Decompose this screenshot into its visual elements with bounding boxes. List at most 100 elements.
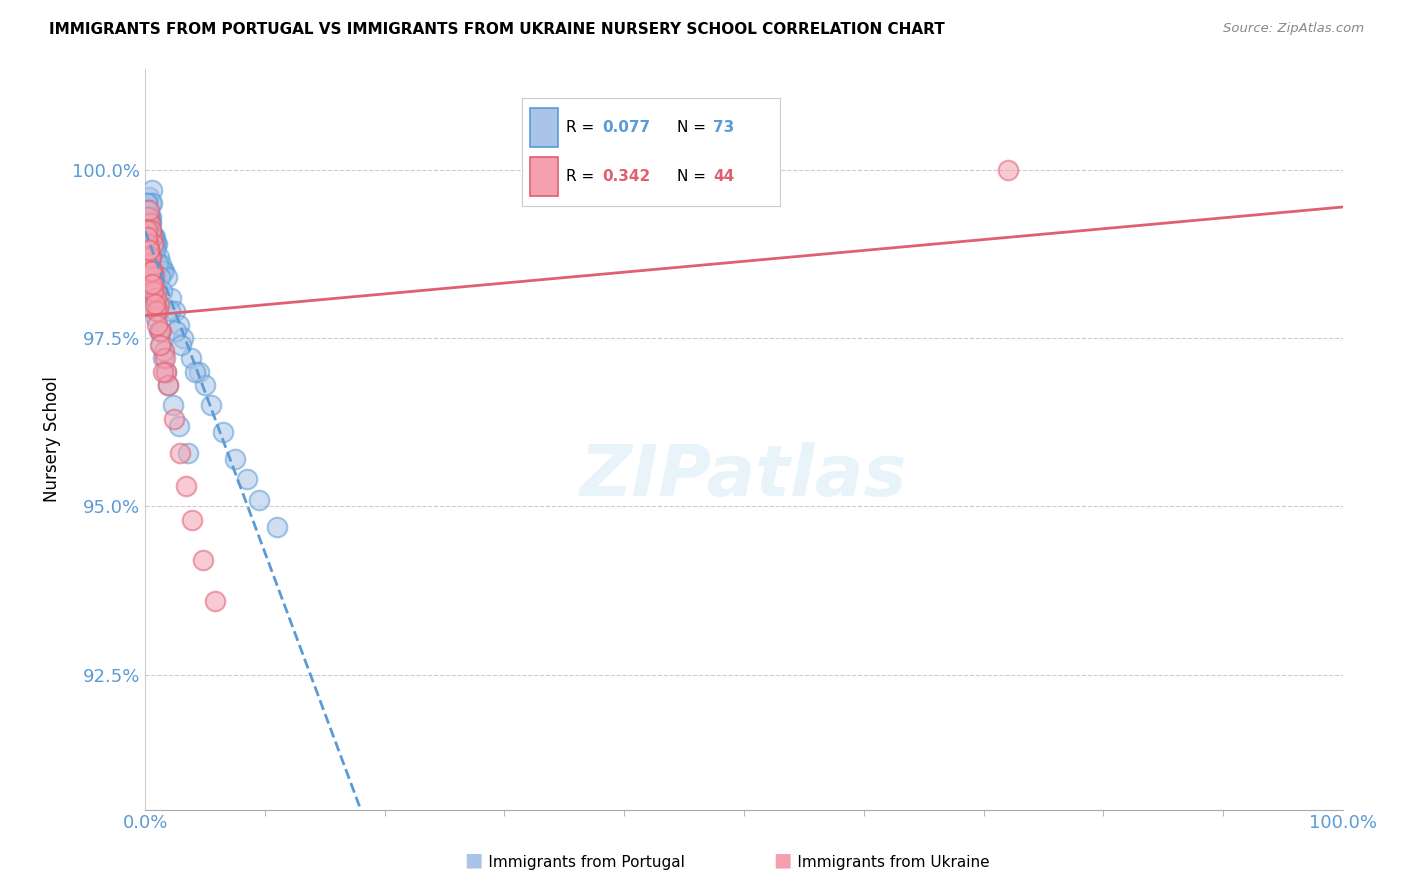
Point [148, 257, 170, 271]
Point [148, 324, 170, 338]
Text: Immigrants from Ukraine: Immigrants from Ukraine [773, 855, 990, 870]
Point [149, 324, 172, 338]
Point [141, 230, 163, 244]
Text: Immigrants from Portugal: Immigrants from Portugal [464, 855, 685, 870]
Point [146, 257, 169, 271]
Point [141, 263, 163, 277]
Point [136, 202, 159, 217]
Point [156, 270, 179, 285]
Point [139, 257, 162, 271]
Point [145, 310, 167, 325]
Point [139, 196, 162, 211]
Point [145, 284, 167, 298]
Point [162, 398, 184, 412]
Point [138, 236, 160, 251]
Point [143, 291, 166, 305]
Point [139, 217, 162, 231]
Point [142, 277, 165, 291]
Point [169, 445, 191, 459]
Point [138, 244, 160, 258]
Point [141, 230, 163, 244]
Point [143, 244, 166, 258]
Point [152, 263, 174, 277]
Point [191, 553, 214, 567]
Point [142, 236, 165, 251]
Point [174, 479, 197, 493]
Point [143, 297, 166, 311]
Point [155, 365, 177, 379]
Point [138, 210, 160, 224]
Point [172, 331, 194, 345]
Point [136, 230, 159, 244]
Point [143, 270, 166, 285]
Point [212, 425, 235, 440]
Point [159, 304, 181, 318]
Point [142, 277, 165, 291]
Point [247, 492, 270, 507]
Point [146, 304, 169, 318]
Text: ZIPatlas: ZIPatlas [581, 442, 908, 510]
Point [142, 284, 165, 298]
Point [141, 217, 163, 231]
Point [163, 304, 186, 318]
Point [136, 196, 159, 211]
Point [177, 445, 200, 459]
Point [200, 398, 222, 412]
Point [163, 412, 186, 426]
Point [145, 304, 167, 318]
Point [139, 263, 162, 277]
Point [152, 284, 174, 298]
Point [167, 318, 190, 332]
Point [138, 210, 160, 224]
Point [165, 324, 187, 338]
Point [141, 183, 163, 197]
Point [204, 593, 226, 607]
Point [139, 223, 162, 237]
Point [136, 250, 159, 264]
Point [153, 263, 176, 277]
Text: ■: ■ [464, 851, 482, 870]
Point [136, 223, 159, 237]
Point [139, 217, 162, 231]
Point [145, 236, 167, 251]
Point [149, 270, 172, 285]
Point [157, 378, 180, 392]
Point [997, 162, 1019, 177]
Text: ■: ■ [773, 851, 792, 870]
Point [139, 210, 162, 224]
Point [141, 223, 163, 237]
Point [149, 337, 172, 351]
Point [180, 351, 202, 366]
Text: IMMIGRANTS FROM PORTUGAL VS IMMIGRANTS FROM UKRAINE NURSERY SCHOOL CORRELATION C: IMMIGRANTS FROM PORTUGAL VS IMMIGRANTS F… [49, 22, 945, 37]
Point [136, 210, 159, 224]
Point [141, 263, 163, 277]
Point [152, 365, 174, 379]
Point [146, 318, 169, 332]
Point [157, 378, 180, 392]
Point [139, 250, 162, 264]
Y-axis label: Nursery School: Nursery School [44, 376, 60, 502]
Point [141, 263, 163, 277]
Point [155, 365, 177, 379]
Point [135, 196, 157, 211]
Point [167, 418, 190, 433]
Point [142, 236, 165, 251]
Point [139, 230, 162, 244]
Point [136, 236, 159, 251]
Point [188, 365, 211, 379]
Point [136, 210, 159, 224]
Point [149, 337, 172, 351]
Point [138, 244, 160, 258]
Point [142, 230, 165, 244]
Point [180, 513, 202, 527]
Point [136, 202, 159, 217]
Point [138, 189, 160, 203]
Point [143, 244, 166, 258]
Point [136, 202, 159, 217]
Point [138, 223, 160, 237]
Point [139, 250, 162, 264]
Point [138, 217, 160, 231]
Point [148, 250, 170, 264]
Point [145, 291, 167, 305]
Point [170, 337, 193, 351]
